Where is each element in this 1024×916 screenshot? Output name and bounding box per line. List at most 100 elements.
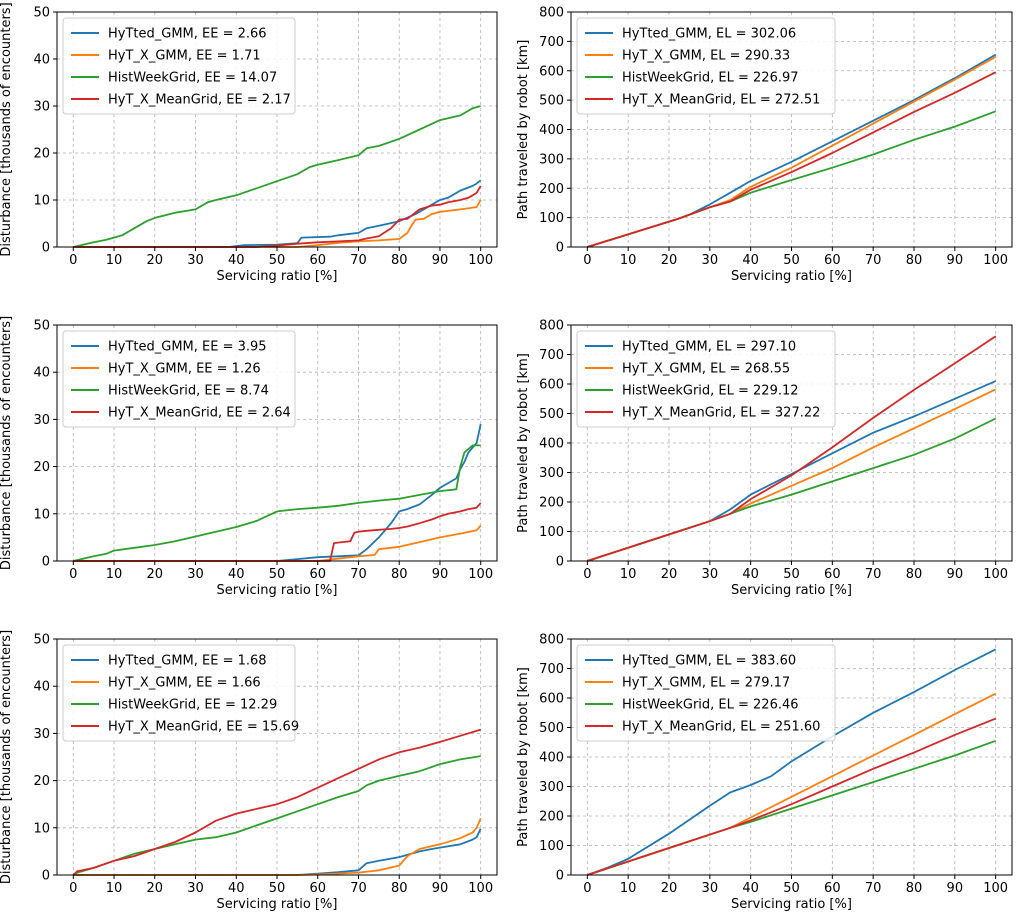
chart-2-xtick-label-9: 90 bbox=[947, 253, 964, 268]
chart-2-ytick-label-5: 500 bbox=[539, 94, 564, 109]
chart-6-xtick-label-6: 60 bbox=[824, 881, 841, 896]
chart-3-ylabel: Disturbance [thousands of encounters] bbox=[0, 316, 14, 570]
chart-2-xlabel: Servicing ratio [%] bbox=[731, 269, 852, 284]
chart-6-xlabel: Servicing ratio [%] bbox=[731, 897, 852, 912]
chart-4-legend-label-1: HyTted_GMM, EL = 297.10 bbox=[622, 340, 796, 355]
chart-5-legend-label-1: HyTted_GMM, EE = 1.68 bbox=[108, 654, 267, 669]
chart-6-series-2-line bbox=[587, 692, 997, 876]
chart-6: 0 10 20 30 40 50 60 70 80 90 100 0 100 200 300 400 500 60… bbox=[516, 633, 1013, 912]
chart-5-xtick-label-10: 100 bbox=[468, 881, 493, 896]
chart-2-xtick-label-0: 0 bbox=[583, 253, 591, 268]
chart-1-series-3-line bbox=[73, 105, 481, 248]
chart-1-legend bbox=[62, 17, 296, 115]
chart-2-xtick-label-5: 50 bbox=[783, 253, 800, 268]
chart-2: 0 10 20 30 40 50 60 70 80 90 100 0 100 200 300 400 500 60… bbox=[516, 6, 1013, 284]
chart-3-xtick-label-9: 90 bbox=[432, 567, 449, 582]
chart-3-series-2-line bbox=[73, 525, 482, 562]
chart-4-xtick-label-8: 80 bbox=[906, 567, 923, 582]
chart-6-series-1-line bbox=[586, 648, 997, 876]
chart-4-ytick-label-1: 100 bbox=[539, 525, 564, 540]
chart-1-xlabel: Servicing ratio [%] bbox=[217, 269, 338, 284]
chart-2-series-4-line bbox=[587, 71, 997, 248]
chart-2-xtick-label-6: 60 bbox=[824, 253, 841, 268]
chart-6-xtick-label-7: 70 bbox=[865, 881, 882, 896]
chart-4-ytick-label-6: 600 bbox=[539, 378, 564, 393]
chart-5-legend-label-2: HyT_X_GMM, EE = 1.66 bbox=[108, 676, 261, 691]
chart-1-ytick-label-1: 10 bbox=[33, 194, 50, 209]
chart-2-ytick-label-1: 100 bbox=[539, 211, 564, 226]
chart-4-series-1-line bbox=[587, 380, 997, 562]
chart-4: 0 10 20 30 40 50 60 70 80 90 100 0 100 200 300 400 500 60… bbox=[516, 319, 1013, 598]
chart-2-series-3-line bbox=[587, 110, 997, 248]
chart-4-xtick-label-2: 20 bbox=[661, 567, 678, 582]
chart-5-xtick-label-3: 30 bbox=[187, 881, 204, 896]
chart-1-xtick-label-3: 30 bbox=[187, 253, 204, 268]
chart-6-xtick-label-2: 20 bbox=[661, 881, 678, 896]
chart-4-ytick-label-0: 0 bbox=[556, 555, 564, 570]
chart-5-xtick-label-2: 20 bbox=[147, 881, 164, 896]
chart-1-xtick-label-5: 50 bbox=[269, 253, 286, 268]
chart-5-xtick-label-5: 50 bbox=[269, 881, 286, 896]
chart-4-ylabel: Path traveled by robot [km] bbox=[516, 353, 531, 533]
chart-4-xtick-label-7: 70 bbox=[865, 567, 882, 582]
chart-5-ylabel: Disturbance [thousands of encounters] bbox=[0, 630, 14, 884]
chart-6-ytick-label-0: 0 bbox=[556, 869, 564, 884]
chart-2-ylabel: Path traveled by robot [km] bbox=[516, 40, 531, 220]
chart-6-ytick-label-8: 800 bbox=[539, 633, 564, 648]
chart-5: 0 10 20 30 40 50 60 70 80 90 10001020304050Servici… bbox=[0, 630, 498, 912]
chart-6-xtick-label-9: 90 bbox=[947, 881, 964, 896]
chart-1-legend-label-3: HistWeekGrid, EE = 14.07 bbox=[108, 71, 277, 86]
chart-1-xtick-label-7: 70 bbox=[350, 253, 367, 268]
chart-2-ytick-label-3: 300 bbox=[539, 152, 564, 167]
chart-4-ytick-label-3: 300 bbox=[539, 466, 564, 481]
chart-6-xtick-label-10: 100 bbox=[983, 881, 1008, 896]
chart-5-series-3-line bbox=[72, 755, 481, 876]
chart-6-ytick-label-4: 400 bbox=[539, 751, 564, 766]
chart-3-xtick-label-0: 0 bbox=[69, 567, 77, 582]
chart-4-xtick-label-1: 10 bbox=[620, 567, 637, 582]
chart-3-xtick-label-1: 10 bbox=[106, 567, 123, 582]
chart-4-ytick-label-5: 500 bbox=[539, 407, 564, 422]
chart-3-legend-label-3: HistWeekGrid, EE = 8.74 bbox=[108, 384, 269, 399]
chart-5-ytick-label-1: 10 bbox=[33, 821, 50, 836]
chart-3-ytick-label-1: 10 bbox=[33, 507, 50, 522]
chart-2-legend-label-3: HistWeekGrid, EL = 226.97 bbox=[622, 71, 799, 86]
chart-2-ytick-label-6: 600 bbox=[539, 64, 564, 79]
chart-5-xtick-label-9: 90 bbox=[432, 881, 449, 896]
chart-6-xtick-label-3: 30 bbox=[702, 881, 719, 896]
chart-6-xtick-label-8: 80 bbox=[906, 881, 923, 896]
chart-2-legend-label-2: HyT_X_GMM, EL = 290.33 bbox=[622, 49, 790, 64]
chart-2-xtick-label-7: 70 bbox=[865, 253, 882, 268]
chart-3-legend-label-1: HyTted_GMM, EE = 3.95 bbox=[108, 340, 267, 355]
chart-3-xtick-label-2: 20 bbox=[147, 567, 164, 582]
chart-2-ytick-label-8: 800 bbox=[539, 6, 564, 21]
chart-6-legend-label-4: HyT_X_MeanGrid, EL = 251.60 bbox=[622, 720, 820, 735]
chart-1-series-4-line bbox=[73, 185, 482, 248]
chart-3-legend-label-2: HyT_X_GMM, EE = 1.26 bbox=[108, 362, 261, 377]
chart-3-xtick-label-6: 60 bbox=[309, 567, 326, 582]
chart-3-ytick-label-5: 50 bbox=[33, 319, 50, 334]
chart-6-xtick-label-4: 40 bbox=[742, 881, 759, 896]
chart-4-legend bbox=[576, 330, 836, 428]
chart-5-xtick-label-7: 70 bbox=[350, 881, 367, 896]
chart-2-xtick-label-2: 20 bbox=[661, 253, 678, 268]
chart-5-xtick-label-4: 40 bbox=[228, 881, 245, 896]
chart-2-ytick-label-2: 200 bbox=[539, 182, 564, 197]
chart-3-xtick-label-8: 80 bbox=[391, 567, 408, 582]
chart-5-ytick-label-0: 0 bbox=[42, 869, 50, 884]
chart-4-ytick-label-8: 800 bbox=[539, 319, 564, 334]
chart-1-xtick-label-10: 100 bbox=[468, 253, 493, 268]
chart-6-ylabel: Path traveled by robot [km] bbox=[516, 667, 531, 847]
chart-4-legend-label-3: HistWeekGrid, EL = 229.12 bbox=[622, 384, 799, 399]
chart-1-legend-label-2: HyT_X_GMM, EE = 1.71 bbox=[108, 49, 261, 64]
chart-6-legend-label-1: HyTted_GMM, EL = 383.60 bbox=[622, 654, 796, 669]
chart-5-series-1-line bbox=[73, 828, 482, 876]
chart-1-series-2-line bbox=[73, 199, 482, 248]
chart-3-xtick-label-5: 50 bbox=[269, 567, 286, 582]
chart-5-ytick-label-4: 40 bbox=[33, 680, 50, 695]
chart-4-ytick-label-7: 700 bbox=[539, 348, 564, 363]
chart-6-legend bbox=[576, 644, 836, 742]
chart-4-series-4-line bbox=[587, 335, 997, 562]
chart-1-ytick-label-4: 40 bbox=[33, 53, 50, 68]
chart-1-legend-label-4: HyT_X_MeanGrid, EE = 2.17 bbox=[108, 93, 291, 108]
